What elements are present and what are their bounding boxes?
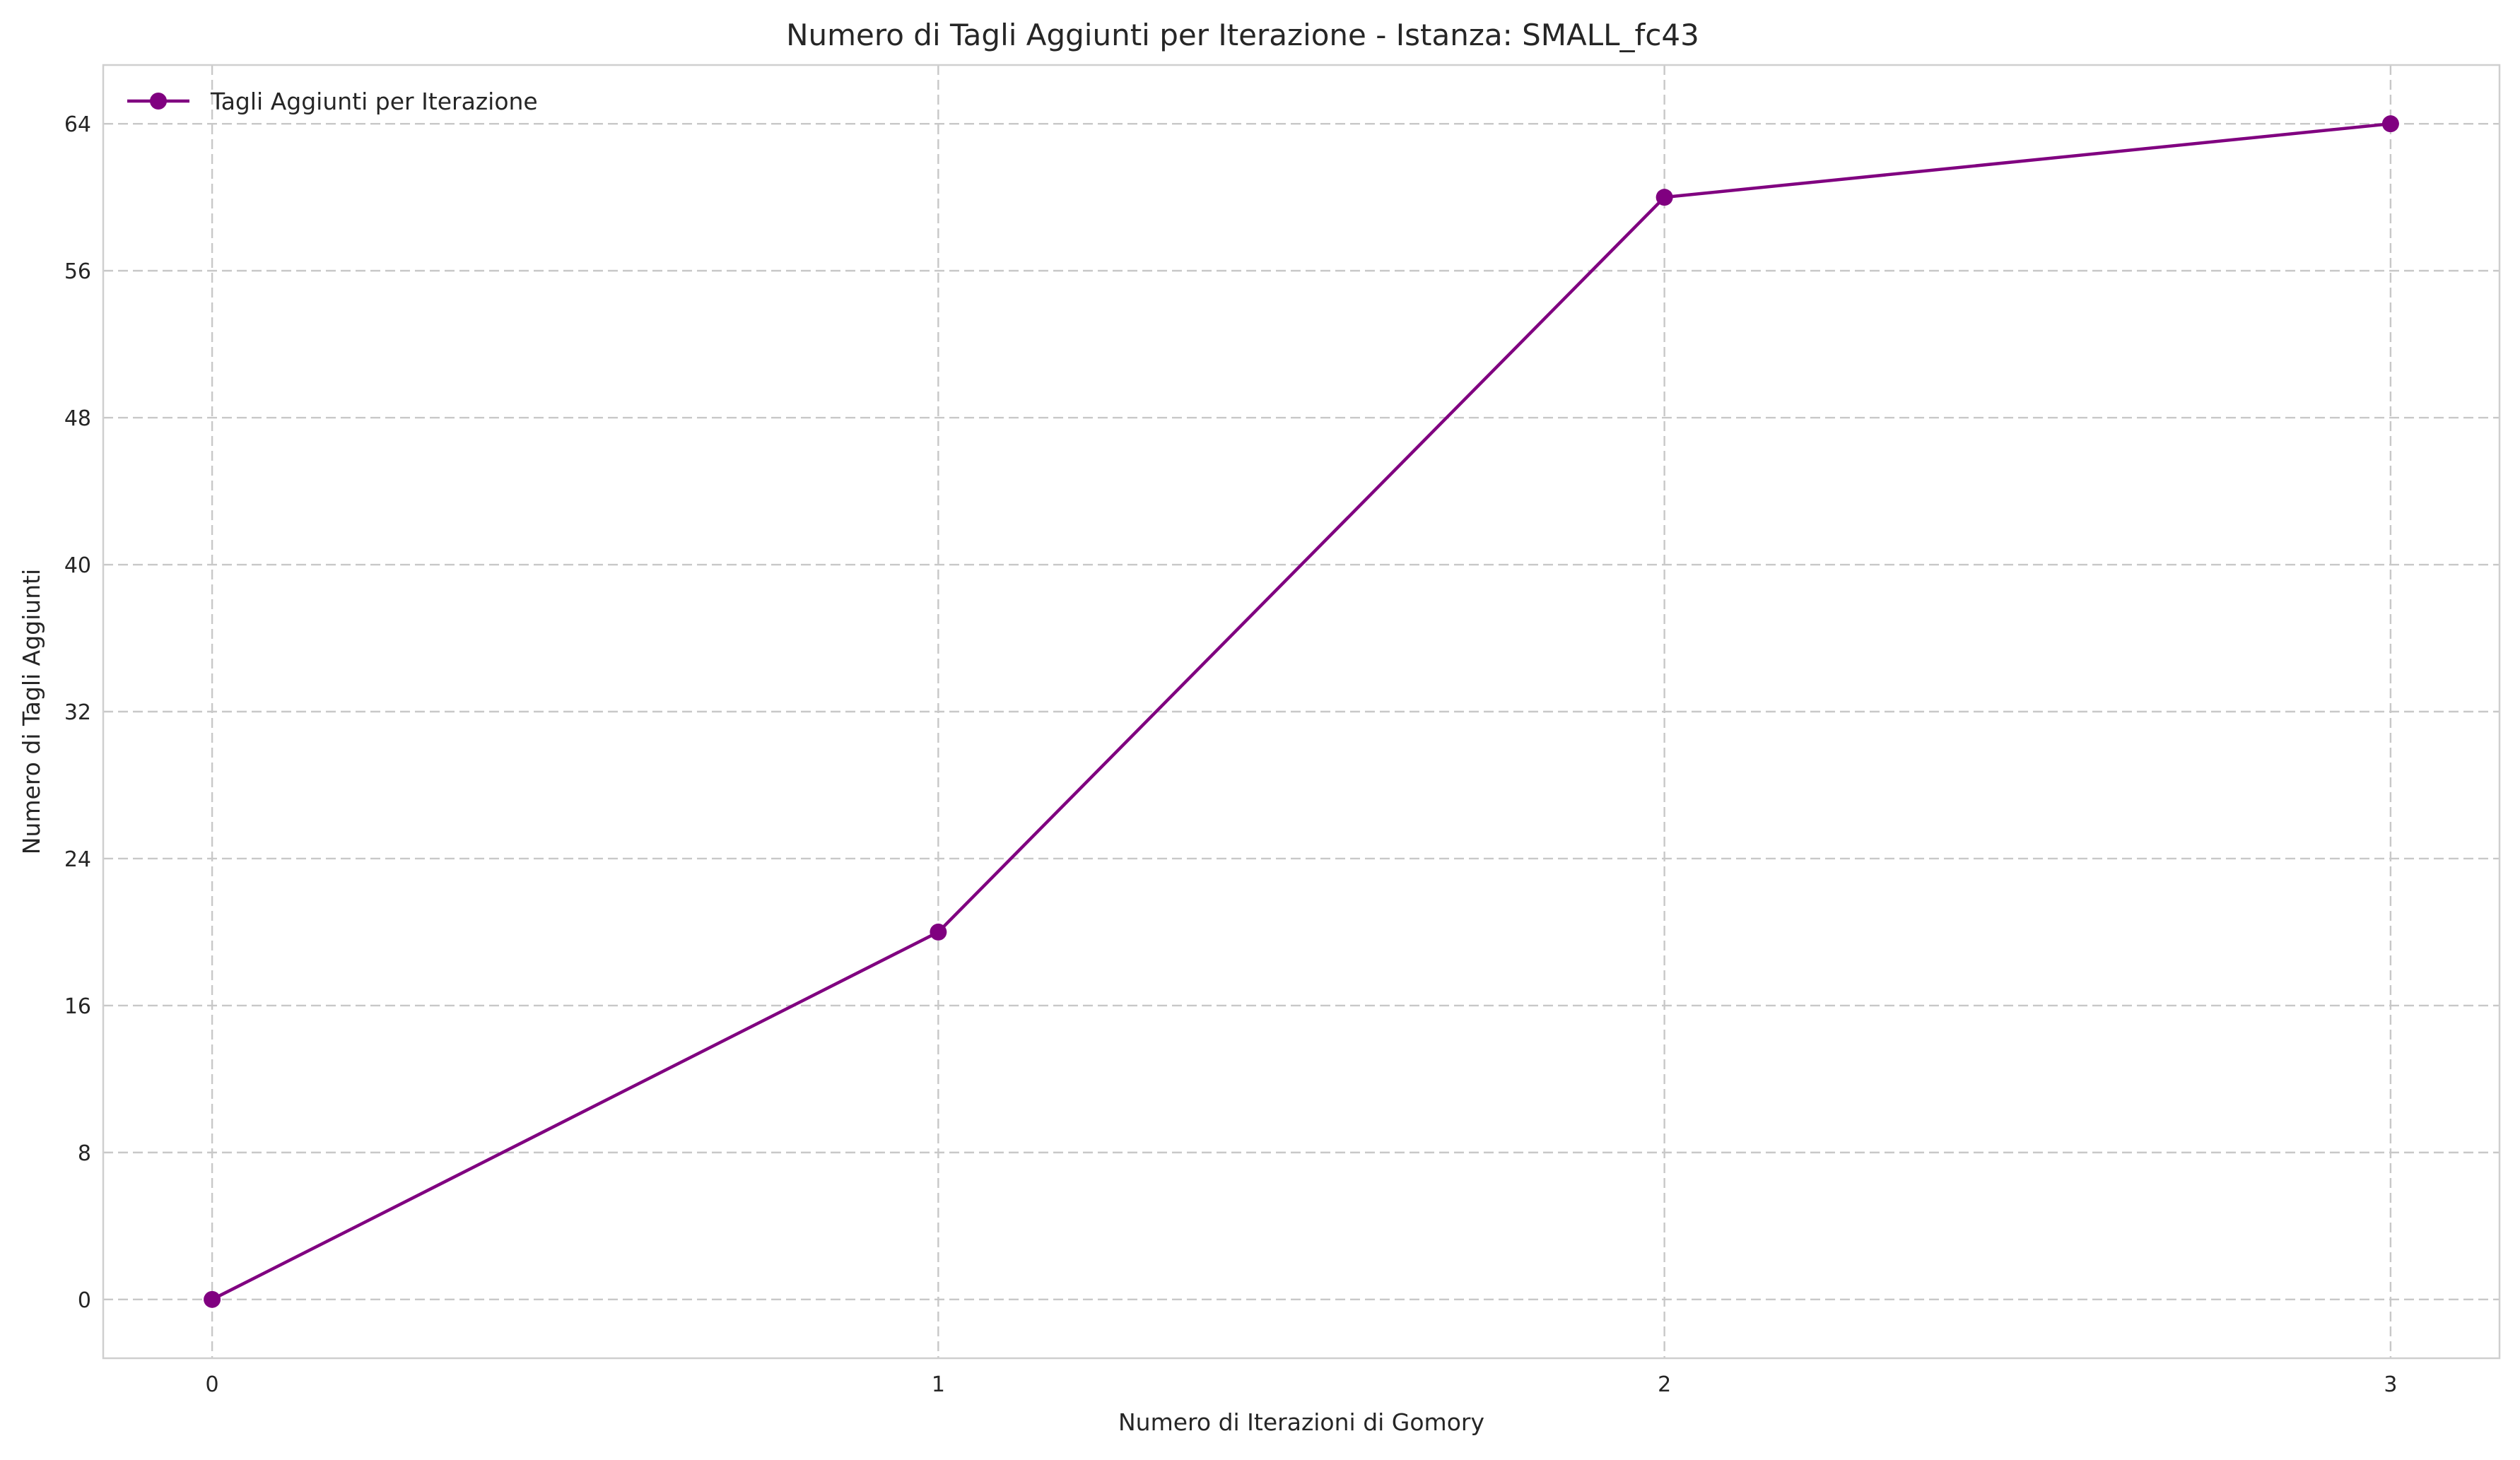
data-point-0-2 xyxy=(1655,189,1673,206)
y-tick-label-0: 0 xyxy=(78,1288,91,1313)
data-point-0-1 xyxy=(930,923,947,941)
legend: Tagli Aggiunti per Iterazione xyxy=(127,88,538,115)
series-layer xyxy=(204,115,2399,1308)
x-tick-label-2: 2 xyxy=(1658,1372,1671,1397)
data-point-0-3 xyxy=(2381,115,2399,133)
y-tick-label-8: 64 xyxy=(64,112,91,137)
y-tick-label-2: 16 xyxy=(64,994,91,1019)
tick-layer: 0 8 16 24 32 40 48 56 64 0 1 2 3 xyxy=(64,112,2398,1397)
data-point-0-0 xyxy=(204,1290,221,1308)
chart-title: Numero di Tagli Aggiunti per Iterazione … xyxy=(786,18,1699,52)
grid-layer xyxy=(103,65,2500,1358)
plot-frame xyxy=(102,64,2501,1360)
legend-marker-swatch xyxy=(150,93,167,110)
legend-entry-label: Tagli Aggiunti per Iterazione xyxy=(210,88,538,115)
y-tick-label-7: 56 xyxy=(64,259,91,284)
y-tick-label-5: 40 xyxy=(64,553,91,578)
x-tick-label-3: 3 xyxy=(2384,1372,2397,1397)
x-tick-label-1: 1 xyxy=(932,1372,945,1397)
x-tick-label-0: 0 xyxy=(206,1372,219,1397)
y-tick-label-4: 32 xyxy=(64,700,91,725)
y-tick-label-1: 8 xyxy=(78,1141,91,1166)
y-tick-label-3: 24 xyxy=(64,847,91,872)
y-axis-label: Numero di Tagli Aggiunti xyxy=(18,569,45,854)
series-line-0 xyxy=(211,122,2391,1301)
x-axis-label: Numero di Iterazioni di Gomory xyxy=(1118,1408,1484,1436)
y-tick-label-6: 48 xyxy=(64,406,91,431)
